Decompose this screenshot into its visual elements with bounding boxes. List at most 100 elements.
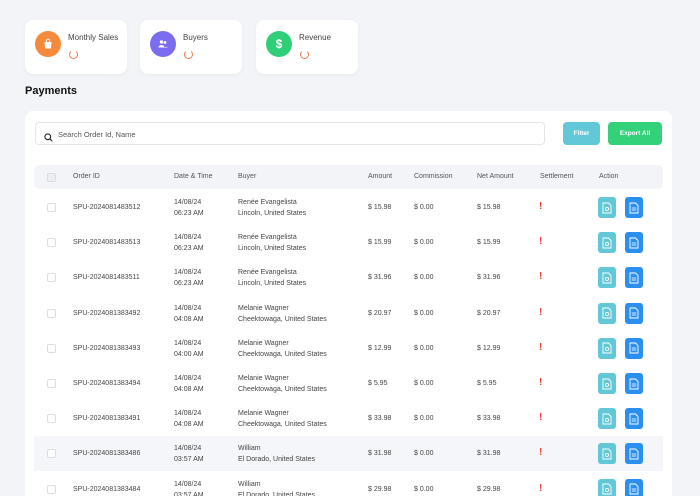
invoice-document-button[interactable] [625,337,643,359]
table-row[interactable]: SPU-2024081483513 14/08/24 06:23 AM Renée E… [34,225,663,260]
order-id: SPU-2024081383494 [73,380,141,387]
buyer: Melanie Wagner Cheektowaga, United States [238,408,327,430]
view-document-button[interactable] [598,197,616,218]
row-checkbox[interactable] [47,238,56,248]
order-id: SPU-2024081483513 [73,239,141,247]
net-amount: $ 12.99 [477,344,501,352]
view-document-button[interactable] [598,478,616,496]
column-header: Commission [414,173,453,180]
amount: $ 15.98 [368,204,392,211]
view-document-button[interactable] [598,443,616,465]
table-row[interactable]: SPU-2024081383492 14/08/24 04:08 AM Melanie… [34,296,663,331]
search-icon [44,129,53,147]
buyer: Melanie Wagner Cheektowaga, United States [238,338,327,360]
amount: $ 12.99 [368,344,392,352]
net-amount: $ 15.98 [477,204,501,211]
date: 14/08/24 [174,269,202,277]
commission: $ 0.00 [414,450,434,458]
time: 06:23 AM [174,280,204,288]
datetime: 14/08/24 06:23 AM [174,197,204,219]
table-row[interactable]: SPU-2024081383484 14/08/24 03:57 AM William… [34,472,663,496]
invoice-document-button[interactable] [625,478,643,496]
datetime: 14/08/24 04:08 AM [174,303,204,325]
table-row[interactable]: SPU-2024081383493 14/08/24 04:00 AM Melanie… [34,331,663,366]
table-row[interactable]: SPU-2024081383491 14/08/24 04:08 AM Melanie… [34,401,663,436]
users-icon [150,31,176,57]
buyer-name: Renée Evangelista [238,234,297,242]
search-box[interactable] [35,122,545,145]
date: 14/08/24 [174,480,202,488]
date: 14/08/24 [174,375,202,382]
column-header: Settlement [540,173,574,180]
loading-spinner [300,50,309,59]
buyer-name: Renée Evangelista [238,269,297,277]
table-row[interactable]: SPU-2024081483512 14/08/24 06:23 AM Renée E… [34,190,663,225]
settlement-warning-icon: ! [539,201,543,212]
settlement-warning-icon: ! [539,412,543,424]
dollar-icon: $ [266,31,292,57]
net-amount: $ 29.98 [477,485,501,493]
amount: $ 31.98 [368,450,392,458]
row-checkbox[interactable] [47,203,56,212]
table-row[interactable]: SPU-2024081383494 14/08/24 04:08 AM Melanie… [34,366,663,401]
buyer-name: Melanie Wagner [238,375,289,382]
view-document-button[interactable] [598,373,616,394]
time: 04:08 AM [174,315,204,323]
invoice-document-button[interactable] [625,373,643,394]
row-checkbox[interactable] [47,414,56,424]
order-id: SPU-2024081383486 [73,450,141,458]
export-all-button[interactable]: Export All [608,122,662,145]
date: 14/08/24 [174,199,202,206]
buyer: Renée Evangelista Lincoln, United States [238,232,306,254]
view-document-button[interactable] [598,302,616,324]
table-row[interactable]: SPU-2024081383486 14/08/24 03:57 AM William… [34,436,663,472]
view-document-button[interactable] [598,408,616,430]
settlement-warning-icon: ! [539,482,543,494]
commission: $ 0.00 [414,344,434,352]
select-all-checkbox[interactable] [47,173,56,182]
row-checkbox[interactable] [47,379,56,388]
column-header: Order ID [73,173,100,180]
date: 14/08/24 [174,410,202,418]
settlement-warning-icon: ! [539,306,543,318]
settlement-warning-icon: ! [539,271,543,283]
time: 03:57 AM [174,456,204,464]
time: 04:00 AM [174,350,204,358]
invoice-document-button[interactable] [625,197,643,218]
row-checkbox[interactable] [47,308,56,318]
commission: $ 0.00 [414,274,434,282]
date: 14/08/24 [174,339,202,347]
view-document-button[interactable] [598,232,616,254]
row-checkbox[interactable] [47,484,56,494]
buyer-location: Cheektowaga, United States [238,386,327,393]
invoice-document-button[interactable] [625,232,643,254]
loading-spinner [69,50,78,59]
net-amount: $ 5.95 [477,380,497,387]
time: 03:57 AM [174,491,204,496]
filter-button[interactable]: Filter [563,122,600,145]
column-header: Amount [368,173,393,180]
buyer-location: Lincoln, United States [238,245,307,253]
search-input[interactable] [58,126,528,142]
row-checkbox[interactable] [47,273,56,283]
view-document-button[interactable] [598,267,616,289]
settlement-warning-icon: ! [539,341,543,353]
invoice-document-button[interactable] [625,408,643,430]
view-document-button[interactable] [598,337,616,359]
date: 14/08/24 [174,234,202,242]
buyer-location: El Dorado, United States [238,491,316,496]
amount: $ 15.99 [368,239,392,247]
buyer: Melanie Wagner Cheektowaga, United States [238,373,327,395]
stat-label: Monthly Sales [68,33,119,42]
settlement-warning-icon: ! [539,377,543,388]
invoice-document-button[interactable] [625,443,643,465]
invoice-document-button[interactable] [625,302,643,324]
datetime: 14/08/24 04:08 AM [174,373,204,395]
row-checkbox[interactable] [47,449,56,459]
table-row[interactable]: SPU-2024081483511 14/08/24 06:23 AM Renée E… [34,260,663,295]
commission: $ 0.00 [414,309,434,317]
net-amount: $ 15.99 [477,239,501,247]
buyer-name: Melanie Wagner [238,304,289,312]
row-checkbox[interactable] [47,343,56,353]
invoice-document-button[interactable] [625,267,643,289]
